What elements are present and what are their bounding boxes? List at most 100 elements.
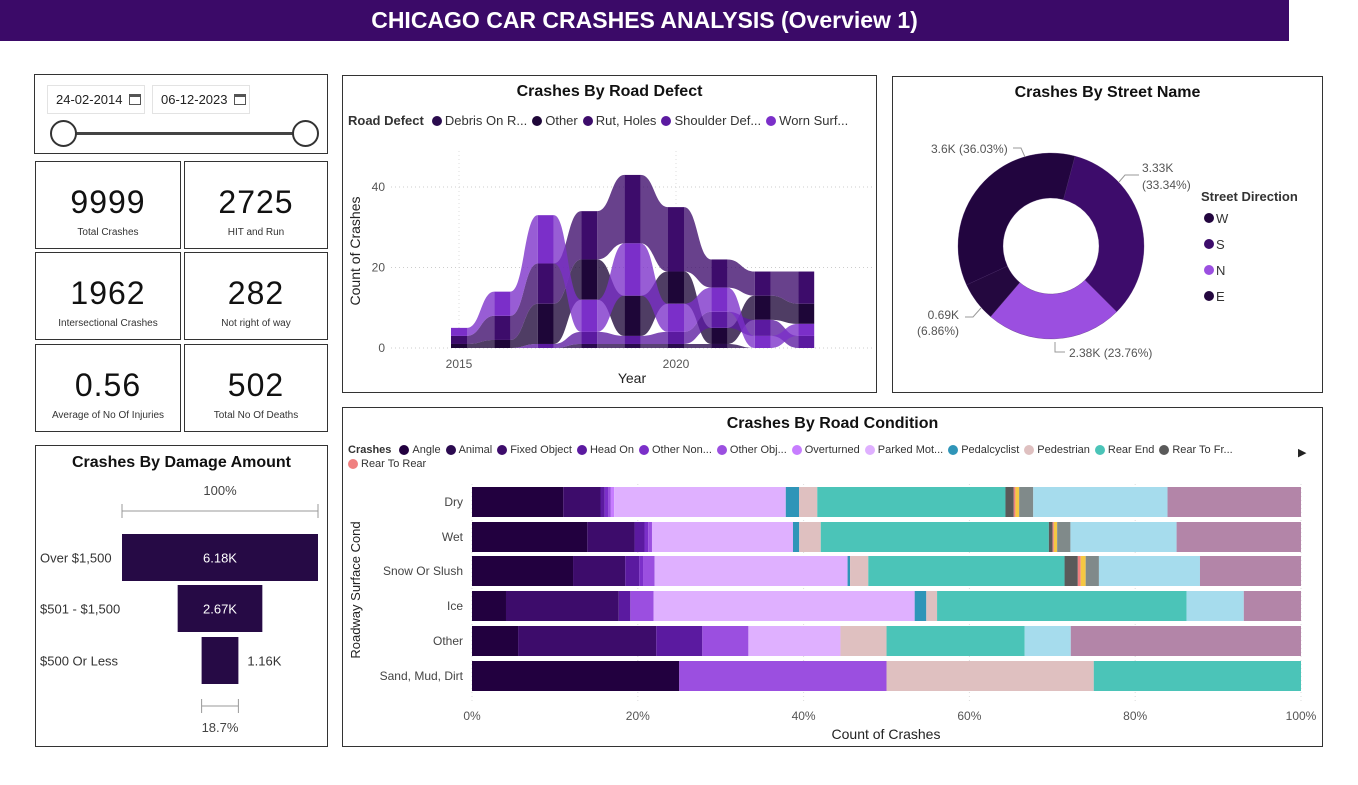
- legend-item[interactable]: Worn Surf...: [766, 113, 848, 128]
- ribbon-bar-segment: [581, 343, 598, 348]
- bar-segment: [1024, 626, 1071, 656]
- kpi-value: 502: [227, 367, 285, 403]
- legend-label: Pedestrian: [1037, 444, 1090, 456]
- end-date-value: 06-12-2023: [161, 92, 228, 107]
- date-range-track[interactable]: [63, 132, 307, 135]
- legend-item[interactable]: Pedestrian: [1024, 444, 1090, 456]
- kpi-value: 1962: [70, 275, 146, 311]
- ribbon-bar-segment: [537, 343, 554, 348]
- legend-item[interactable]: Other: [532, 113, 578, 128]
- legend-label: Worn Surf...: [779, 113, 849, 128]
- end-date-handle[interactable]: [292, 120, 319, 147]
- ribbon-bar-segment: [581, 211, 598, 260]
- legend-dot-icon: [1094, 445, 1105, 455]
- ribbon-bar-segment: [798, 335, 815, 348]
- ribbon-band: [597, 331, 625, 344]
- donut-slice-W: [957, 152, 1076, 286]
- ribbon-bar-segment: [624, 343, 641, 348]
- ribbon-band: [684, 311, 712, 344]
- kpi-total-deaths: 502 Total No Of Deaths: [184, 344, 328, 432]
- funnel-top-bracket: [121, 504, 319, 518]
- bar-segment: [472, 522, 588, 552]
- legend-dot-icon: [431, 115, 442, 126]
- ribbon-bar-segment: [798, 271, 815, 304]
- legend-dot-icon: [576, 445, 587, 455]
- ribbon-bar-segment: [754, 319, 771, 336]
- ribbon-band: [640, 243, 668, 332]
- bar-segment: [600, 487, 605, 517]
- y-tick-label: 20: [372, 261, 386, 275]
- bar-segment: [1053, 522, 1058, 552]
- bar-segment: [1077, 556, 1081, 586]
- calendar-icon[interactable]: [128, 94, 141, 105]
- legend-item[interactable]: Other Obj...: [716, 444, 787, 456]
- legend-item[interactable]: Parked Mot...: [864, 444, 943, 456]
- ribbon-bar-segment: [668, 271, 684, 304]
- road-condition-chart: Crashes By Road Condition Crashes Angle An…: [342, 407, 1323, 747]
- ribbon-band: [770, 295, 799, 324]
- start-date-input[interactable]: 24-02-2014: [47, 85, 145, 114]
- x-tick-label: 100%: [1286, 709, 1317, 723]
- bar-segment: [1080, 556, 1086, 586]
- bar-segment: [505, 591, 619, 621]
- funnel-category-label: Over $1,500: [40, 551, 112, 566]
- bar-segment: [1057, 522, 1071, 552]
- legend-item[interactable]: Rear End: [1094, 444, 1154, 456]
- funnel-bottom-percent: 18.7%: [202, 720, 239, 735]
- legend-label: Other Non...: [651, 444, 712, 456]
- legend-item[interactable]: Other Non...: [638, 444, 712, 456]
- legend-dot-icon: [1204, 239, 1214, 249]
- ribbon-bar-segment: [754, 335, 771, 348]
- bar-segment: [639, 556, 644, 586]
- bar-segment: [634, 522, 645, 552]
- bar-segment: [1005, 487, 1014, 517]
- legend-item[interactable]: Rear To Rear: [348, 458, 426, 470]
- kpi-value: 282: [227, 275, 285, 311]
- legend-item[interactable]: Fixed Object: [497, 444, 572, 456]
- bar-segment: [573, 556, 626, 586]
- bar-segment: [587, 522, 635, 552]
- legend-item[interactable]: Angle: [399, 444, 441, 456]
- legend-label: Debris On R...: [444, 113, 528, 128]
- legend-dot-icon: [445, 445, 456, 455]
- bar-segment: [1048, 522, 1053, 552]
- legend-item[interactable]: Overturned: [791, 444, 860, 456]
- bar-segment: [610, 487, 615, 517]
- y-axis-title: Count of Crashes: [347, 197, 363, 306]
- ribbon-band: [553, 259, 582, 344]
- kpi-average-injuries: 0.56 Average of No Of Injuries: [35, 344, 181, 432]
- ribbon-bar-segment: [494, 291, 511, 316]
- ribbon-bar-segment: [537, 215, 554, 264]
- calendar-icon[interactable]: [233, 94, 246, 105]
- legend-item[interactable]: Pedalcyclist: [948, 444, 1019, 456]
- ribbon-bar-segment: [494, 315, 511, 340]
- start-date-handle[interactable]: [50, 120, 77, 147]
- legend-item[interactable]: Animal: [445, 444, 492, 456]
- legend-dot-icon: [661, 115, 672, 126]
- legend-item[interactable]: Head On: [576, 444, 634, 456]
- end-date-input[interactable]: 06-12-2023: [152, 85, 250, 114]
- legend-label: W: [1216, 211, 1229, 226]
- bar-segment: [1052, 522, 1054, 552]
- legend-item[interactable]: Rear To Fr...: [1159, 444, 1233, 456]
- bar-segment: [1098, 556, 1200, 586]
- bar-segment: [518, 626, 657, 656]
- bar-segment: [820, 522, 1049, 552]
- legend-label: N: [1216, 263, 1225, 278]
- bar-segment: [604, 487, 609, 517]
- legend-label: S: [1216, 237, 1225, 252]
- bar-segment: [1186, 591, 1244, 621]
- ribbon-band: [684, 343, 712, 348]
- legend-item[interactable]: Debris On R...: [431, 113, 528, 128]
- legend-item[interactable]: Shoulder Def...: [661, 113, 761, 128]
- donut-slice-N: [990, 279, 1117, 340]
- legend-next-arrow-icon[interactable]: ▶: [1298, 447, 1307, 459]
- funnel-bar: [201, 637, 239, 684]
- y-tick-label: 40: [372, 180, 386, 194]
- ribbon-bar-segment: [537, 263, 554, 304]
- legend-dot-icon: [348, 459, 358, 469]
- legend-title: Road Defect: [348, 113, 424, 128]
- legend-item[interactable]: Rut, Holes: [582, 113, 656, 128]
- bar-segment: [614, 487, 786, 517]
- ribbon-band: [770, 271, 799, 304]
